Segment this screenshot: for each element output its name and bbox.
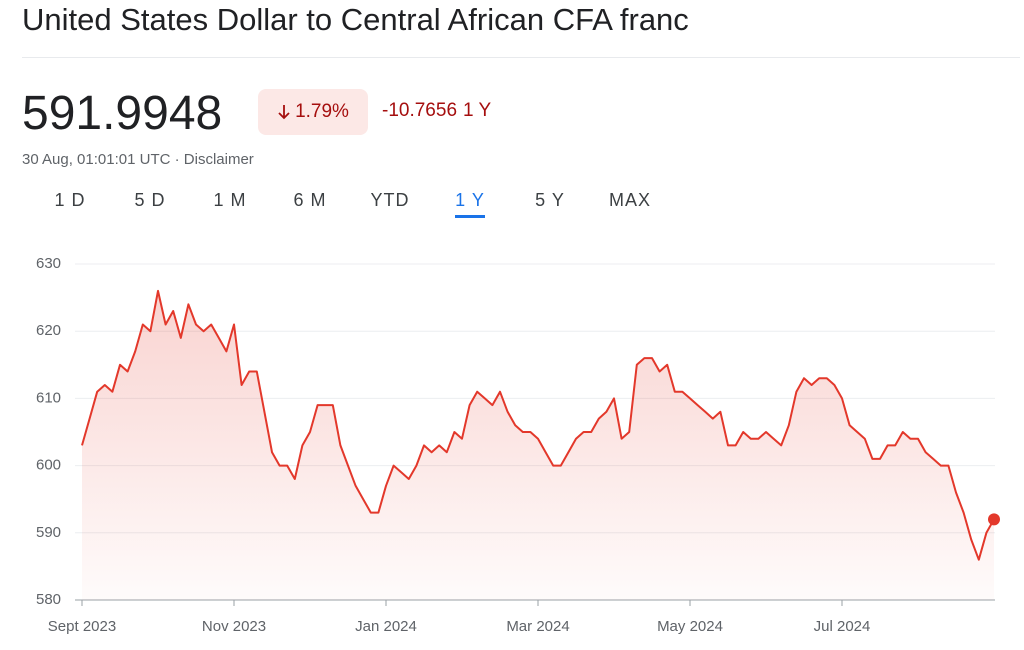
change-percent: 1.79%	[295, 101, 349, 122]
last-point	[988, 513, 1000, 526]
timestamp-row: 30 Aug, 01:01:01 UTC · Disclaimer	[22, 151, 254, 168]
x-tick-label: Jan 2024	[355, 618, 417, 635]
range-tab[interactable]: 6 M	[270, 190, 350, 217]
y-tick-label: 610	[36, 389, 61, 406]
price: 591.9948	[22, 87, 223, 140]
tab-label[interactable]: MAX	[608, 190, 651, 210]
tab-label[interactable]: 6 M	[293, 190, 327, 210]
separator	[22, 57, 1020, 58]
x-tick-label: May 2024	[657, 618, 723, 635]
change-value: -10.7656	[382, 100, 458, 121]
price-line	[81, 289, 995, 561]
range-tab[interactable]: 1 M	[190, 190, 270, 217]
tab-label[interactable]: 5 Y	[535, 190, 565, 210]
range-tabs: 1 D 5 D 1 M 6 M YTD 1 Y 5 Y MAX	[30, 190, 670, 218]
change: -10.7656 1 Y	[382, 100, 497, 122]
y-tick-label: 620	[36, 322, 61, 339]
x-tick-label: Sept 2023	[48, 618, 116, 635]
range-tab[interactable]: 5 Y	[510, 190, 590, 217]
timestamp: 30 Aug, 01:01:01 UTC	[22, 151, 171, 168]
range-tab[interactable]: 5 D	[110, 190, 190, 217]
tab-label[interactable]: YTD	[370, 190, 410, 210]
range-tab[interactable]: 1 Y	[430, 190, 510, 218]
tab-label[interactable]: 1 Y	[455, 190, 485, 218]
range-tab[interactable]: 1 D	[30, 190, 110, 217]
area-fill	[82, 290, 994, 600]
y-tick-label: 600	[36, 457, 61, 474]
down-arrow	[278, 105, 290, 120]
range-tab[interactable]: MAX	[590, 190, 670, 217]
x-tick-label: Mar 2024	[506, 618, 569, 635]
title: United States Dollar to Central African …	[22, 2, 689, 37]
x-tick-label: Jul 2024	[814, 618, 871, 635]
y-tick-label: 630	[36, 255, 61, 272]
change-period: 1 Y	[463, 100, 492, 121]
y-tick-label: 580	[36, 591, 61, 608]
tab-label[interactable]: 1 M	[213, 190, 247, 210]
y-tick-label: 590	[36, 524, 61, 541]
x-tick-label: Nov 2023	[202, 618, 266, 635]
range-tab[interactable]: YTD	[350, 190, 430, 217]
change-badge: 1.79%	[258, 89, 368, 135]
disclaimer[interactable]: Disclaimer	[183, 151, 254, 168]
tab-label[interactable]: 5 D	[134, 190, 166, 210]
tab-label[interactable]: 1 D	[54, 190, 86, 210]
